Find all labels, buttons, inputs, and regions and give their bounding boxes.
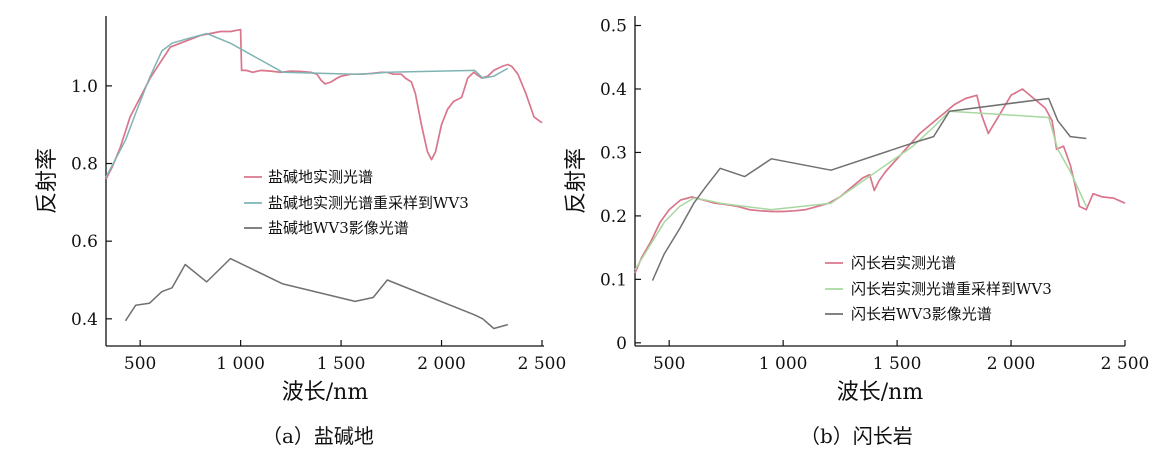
x-tick-label: 2 500 xyxy=(518,354,567,374)
legend-label: 盐碱地WV3影像光谱 xyxy=(268,219,409,237)
x-tick-label: 2 000 xyxy=(417,354,466,374)
y-tick-label: 0.4 xyxy=(71,310,98,330)
x-tick-label: 1 000 xyxy=(759,354,808,374)
y-tick-label: 1.0 xyxy=(71,77,98,97)
legend: 盐碱地实测光谱 盐碱地实测光谱重采样到WV3 盐碱地WV3影像光谱 xyxy=(244,168,469,237)
y-tick-label: 0.2 xyxy=(600,207,627,227)
y-tick-label: 0.6 xyxy=(71,232,98,252)
y-tick-label: 0.3 xyxy=(600,143,627,163)
x-axis-label: 波长/nm xyxy=(837,380,924,405)
legend-label: 闪长岩WV3影像光谱 xyxy=(851,305,992,323)
x-tick-label: 1 000 xyxy=(216,354,265,374)
caption-b: （b）闪长岩 xyxy=(800,424,913,448)
x-tick-label: 500 xyxy=(124,354,156,374)
x-tick-label: 1 500 xyxy=(873,354,922,374)
y-tick-label: 0.5 xyxy=(600,17,627,37)
legend-label: 盐碱地实测光谱 xyxy=(268,168,373,186)
y-tick-label: 0.1 xyxy=(600,270,627,290)
x-tick-label: 500 xyxy=(653,354,685,374)
legend: 闪长岩实测光谱 闪长岩实测光谱重采样到WV3 闪长岩WV3影像光谱 xyxy=(825,254,1052,323)
y-axis-label: 反射率 xyxy=(564,148,589,214)
caption-a: （a）盐碱地 xyxy=(262,424,374,448)
chart-panel-diorite: 500 1 000 1 500 2 000 2 50000.10.20.30.40.5 … xyxy=(564,16,1149,405)
x-tick-label: 2 000 xyxy=(987,354,1036,374)
series-line xyxy=(651,97,1087,281)
series-line xyxy=(105,32,509,178)
y-axis-label: 反射率 xyxy=(35,148,60,214)
series-line xyxy=(634,88,1126,274)
series-line xyxy=(634,110,1087,271)
legend-label: 盐碱地实测光谱重采样到WV3 xyxy=(268,194,469,212)
y-tick-label: 0 xyxy=(616,334,627,354)
y-tick-label: 0.8 xyxy=(71,155,98,175)
x-axis-label: 波长/nm xyxy=(282,380,369,405)
x-tick-label: 2 500 xyxy=(1101,354,1150,374)
series-line xyxy=(124,257,509,330)
series-line xyxy=(105,28,543,180)
legend-label: 闪长岩实测光谱重采样到WV3 xyxy=(851,280,1052,298)
x-tick-label: 1 500 xyxy=(317,354,366,374)
y-tick-label: 0.4 xyxy=(600,80,627,100)
legend-label: 闪长岩实测光谱 xyxy=(851,254,956,272)
